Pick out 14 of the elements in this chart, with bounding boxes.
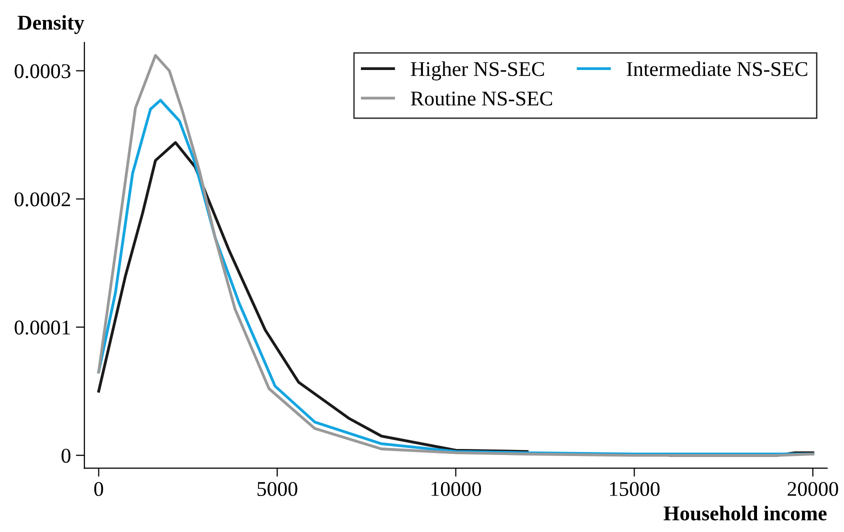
x-tick-label: 10000 xyxy=(432,482,482,496)
y-tick-label: 0.0003 xyxy=(14,64,70,78)
x-tick-label: 20000 xyxy=(788,482,838,496)
legend-label: Higher NS-SEC xyxy=(410,61,544,80)
y-tick-label: 0.0001 xyxy=(14,320,70,335)
y-tick-label: 0 xyxy=(62,448,70,463)
x-tick-label: 15000 xyxy=(610,482,660,496)
x-axis-title: Household income xyxy=(664,506,827,521)
y-tick-label: 0.0002 xyxy=(14,192,70,206)
y-axis-title: Density xyxy=(18,15,84,34)
x-tick-label: 0 xyxy=(94,482,104,496)
legend-label: Routine NS-SEC xyxy=(410,92,552,106)
x-tick-label: 5000 xyxy=(258,482,298,496)
legend-label: Intermediate NS-SEC xyxy=(626,61,808,76)
